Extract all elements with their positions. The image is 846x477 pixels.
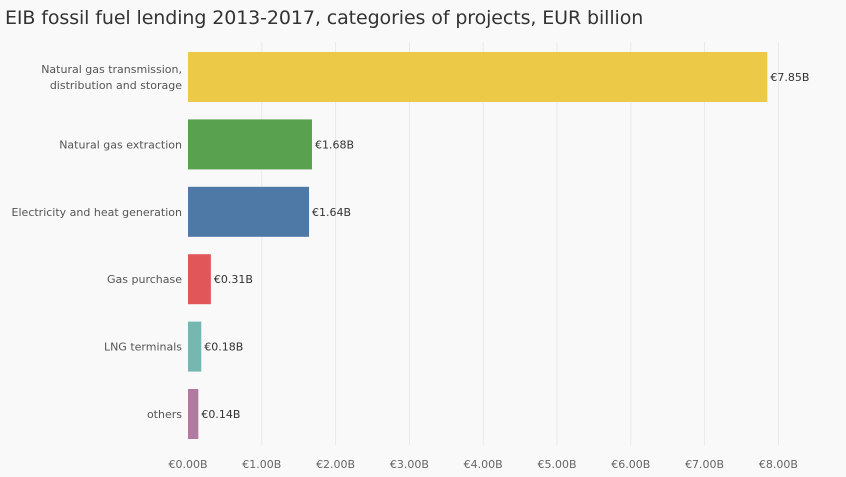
x-tick-label: €1.00B	[242, 458, 281, 471]
bar	[188, 52, 768, 102]
x-tick-label: €7.00B	[685, 458, 724, 471]
x-tick-label: €3.00B	[390, 458, 429, 471]
data-label: €1.68B	[315, 138, 354, 151]
data-label: €0.31B	[214, 273, 253, 286]
bar	[188, 186, 310, 237]
chart-title: EIB fossil fuel lending 2013-2017, categ…	[5, 7, 644, 29]
x-tick-label: €0.00B	[168, 458, 207, 471]
x-tick-label: €5.00B	[537, 458, 576, 471]
category-label: Electricity and heat generation	[12, 206, 182, 219]
bar	[188, 254, 211, 305]
x-tick-label: €8.00B	[759, 458, 798, 471]
bar	[188, 389, 199, 439]
category-label: others	[147, 408, 182, 421]
category-label: Gas purchase	[107, 273, 182, 286]
bar	[188, 119, 312, 170]
x-tick-label: €2.00B	[316, 458, 355, 471]
category-label: Natural gas transmission,	[41, 63, 182, 76]
category-label: LNG terminals	[104, 341, 182, 354]
x-tick-label: €4.00B	[464, 458, 503, 471]
bar	[188, 321, 202, 372]
category-label: distribution and storage	[50, 79, 182, 92]
data-label: €1.64B	[312, 206, 351, 219]
data-label: €0.18B	[204, 341, 243, 354]
data-label: €0.14B	[201, 408, 240, 421]
data-label: €7.85B	[770, 71, 809, 84]
x-tick-label: €6.00B	[611, 458, 650, 471]
category-label: Natural gas extraction	[59, 138, 182, 151]
